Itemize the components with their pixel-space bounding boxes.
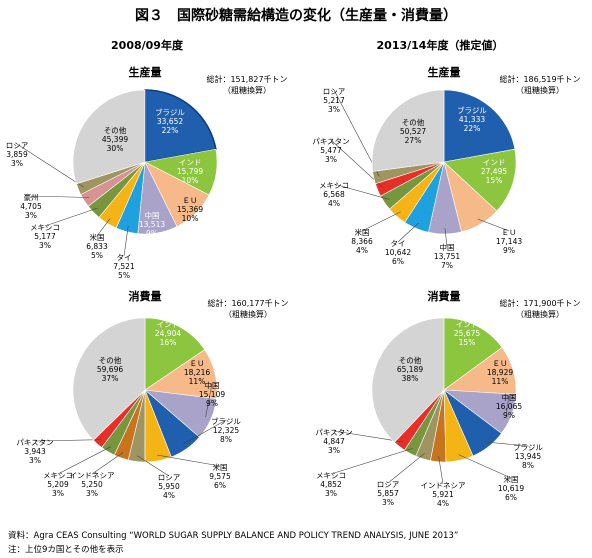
leader-line bbox=[438, 455, 444, 485]
slice-label-thailand: タイ 10,642 6% bbox=[385, 239, 411, 266]
slice-label-mexico: メキシコ 5,209 3% bbox=[43, 471, 73, 498]
slice-label-china: 中国 13,751 7% bbox=[434, 242, 460, 270]
slice-label-india: インド 15,799 10% bbox=[177, 158, 203, 185]
slice-label-usa: 米国 10,619 6% bbox=[498, 474, 524, 502]
slice-label-china: 中国 15,109 9% bbox=[199, 380, 225, 408]
pie-total: 総計：160,177千トン bbox=[207, 298, 288, 308]
leader-line bbox=[123, 226, 129, 257]
figure-title: 図３ 国際砂糖需給構造の変化（生産量・消費量） bbox=[135, 7, 457, 24]
pie-total-unit: （粗糖換算） bbox=[223, 85, 271, 95]
slice-label-others: その他 50,527 27% bbox=[400, 117, 426, 145]
leader-line bbox=[485, 441, 529, 447]
pie-slice-india bbox=[443, 148, 517, 212]
slice-label-eu: ＥＵ 17,143 9% bbox=[496, 228, 522, 255]
slice-label-pakistan: パキスタン 3,943 3% bbox=[16, 438, 53, 465]
pie-total: 総計：186,519千トン bbox=[499, 74, 580, 84]
pie-slice-brazil bbox=[443, 89, 516, 163]
pie-slice-brazil bbox=[144, 89, 217, 163]
leader-line bbox=[333, 430, 403, 443]
leader-line bbox=[34, 439, 102, 442]
leader-line bbox=[183, 419, 227, 445]
slice-label-russia: ロシア 5,950 4% bbox=[158, 473, 181, 500]
leader-line bbox=[330, 448, 413, 475]
slice-label-others: その他 59,696 37% bbox=[97, 355, 123, 383]
slice-label-indonesia: インドネシア 5,250 3% bbox=[70, 471, 115, 498]
slice-label-russia: ロシア 3,859 3% bbox=[6, 141, 29, 168]
leader-line bbox=[333, 183, 390, 200]
pie-slice-others bbox=[371, 317, 445, 443]
slice-label-brazil: ブラジル 13,945 8% bbox=[513, 442, 543, 470]
slice-label-eu: ＥＵ 15,369 10% bbox=[177, 196, 203, 223]
leader-line bbox=[205, 383, 213, 417]
pie-slice-india bbox=[144, 317, 206, 391]
slice-label-pakistan: パキスタン 5,477 3% bbox=[312, 137, 349, 164]
leader-line bbox=[44, 207, 98, 227]
slice-label-india: インド 25,675 15% bbox=[454, 320, 480, 347]
column-title-2013: 2013/14年度（推定値） bbox=[377, 38, 504, 52]
pie-title: 生産量 bbox=[129, 65, 162, 79]
pie-slice-others bbox=[72, 317, 146, 441]
leader-line bbox=[505, 395, 510, 413]
leader-line bbox=[397, 222, 419, 243]
leader-line bbox=[16, 143, 84, 188]
column-title-2008: 2008/09年度 bbox=[111, 38, 184, 52]
slice-label-indonesia: インドネシア 5,921 4% bbox=[421, 481, 466, 508]
pie-total-unit: （粗糖換算） bbox=[516, 309, 564, 319]
leader-line bbox=[96, 218, 111, 237]
leader-line bbox=[30, 195, 90, 198]
pie-slice-india bbox=[443, 317, 503, 391]
pie-total: 総計：151,827千トン bbox=[206, 74, 287, 84]
slice-label-thailand: タイ 7,521 5% bbox=[113, 253, 135, 280]
pie-slice-others bbox=[72, 89, 146, 185]
slice-label-pakistan: パキスタン 4,847 3% bbox=[315, 428, 352, 455]
leader-line bbox=[477, 218, 510, 232]
slice-label-mexico: メキシコ 4,852 3% bbox=[316, 471, 346, 498]
slice-label-others: その他 45,399 30% bbox=[102, 125, 128, 153]
slice-label-china: 中国 13,513 9% bbox=[139, 210, 165, 238]
pie-total-unit: （粗糖換算） bbox=[516, 85, 564, 95]
slice-label-others: その他 65,189 38% bbox=[397, 355, 423, 383]
slice-label-india: インド 27,495 15% bbox=[481, 158, 507, 185]
pie-slice-others bbox=[371, 89, 445, 172]
slice-label-eu: ＥＵ 18,216 11% bbox=[184, 359, 210, 386]
slice-label-usa: 米国 8,366 4% bbox=[351, 227, 373, 255]
slice-label-brazil: ブラジル 41,333 22% bbox=[457, 105, 487, 133]
leader-line bbox=[57, 446, 111, 475]
pie-title: 消費量 bbox=[129, 289, 162, 303]
pie-title: 生産量 bbox=[428, 65, 461, 79]
source-note: 資料：Agra CEAS Consulting “WORLD SUGAR SUP… bbox=[8, 530, 458, 541]
slice-label-mexico: メキシコ 6,568 4% bbox=[319, 181, 349, 208]
leader-line bbox=[157, 454, 221, 467]
slice-label-brazil: ブラジル 33,652 22% bbox=[155, 107, 185, 135]
slice-label-russia: ロシア 5,857 3% bbox=[377, 480, 400, 507]
slice-label-usa: 米国 6,833 5% bbox=[86, 232, 108, 260]
slice-label-usa: 米国 9,575 6% bbox=[209, 462, 231, 490]
slice-label-australia: 豪州 4,705 3% bbox=[20, 192, 42, 220]
slice-label-russia: ロシア 5,217 3% bbox=[323, 87, 346, 114]
leader-line bbox=[387, 453, 425, 484]
pie-title: 消費量 bbox=[428, 289, 461, 303]
leader-line bbox=[458, 454, 512, 479]
leader-line bbox=[361, 211, 401, 232]
slice-label-china: 中国 16,065 9% bbox=[496, 392, 522, 420]
pie-total: 総計：171,900千トン bbox=[499, 298, 580, 308]
slice-label-eu: ＥＵ 18,929 11% bbox=[487, 359, 513, 386]
leader-line bbox=[137, 455, 170, 477]
slice-label-brazil: ブラジル 12,325 8% bbox=[211, 416, 241, 444]
pie-total-unit: （粗糖換算） bbox=[224, 309, 272, 319]
slice-label-india: インド 24,904 16% bbox=[155, 320, 181, 347]
leader-line bbox=[444, 228, 448, 247]
leader-line bbox=[91, 452, 124, 475]
slice-label-mexico: メキシコ 5,177 3% bbox=[30, 223, 60, 250]
footnote: 注：上位9カ国とその他を表示 bbox=[8, 544, 124, 555]
